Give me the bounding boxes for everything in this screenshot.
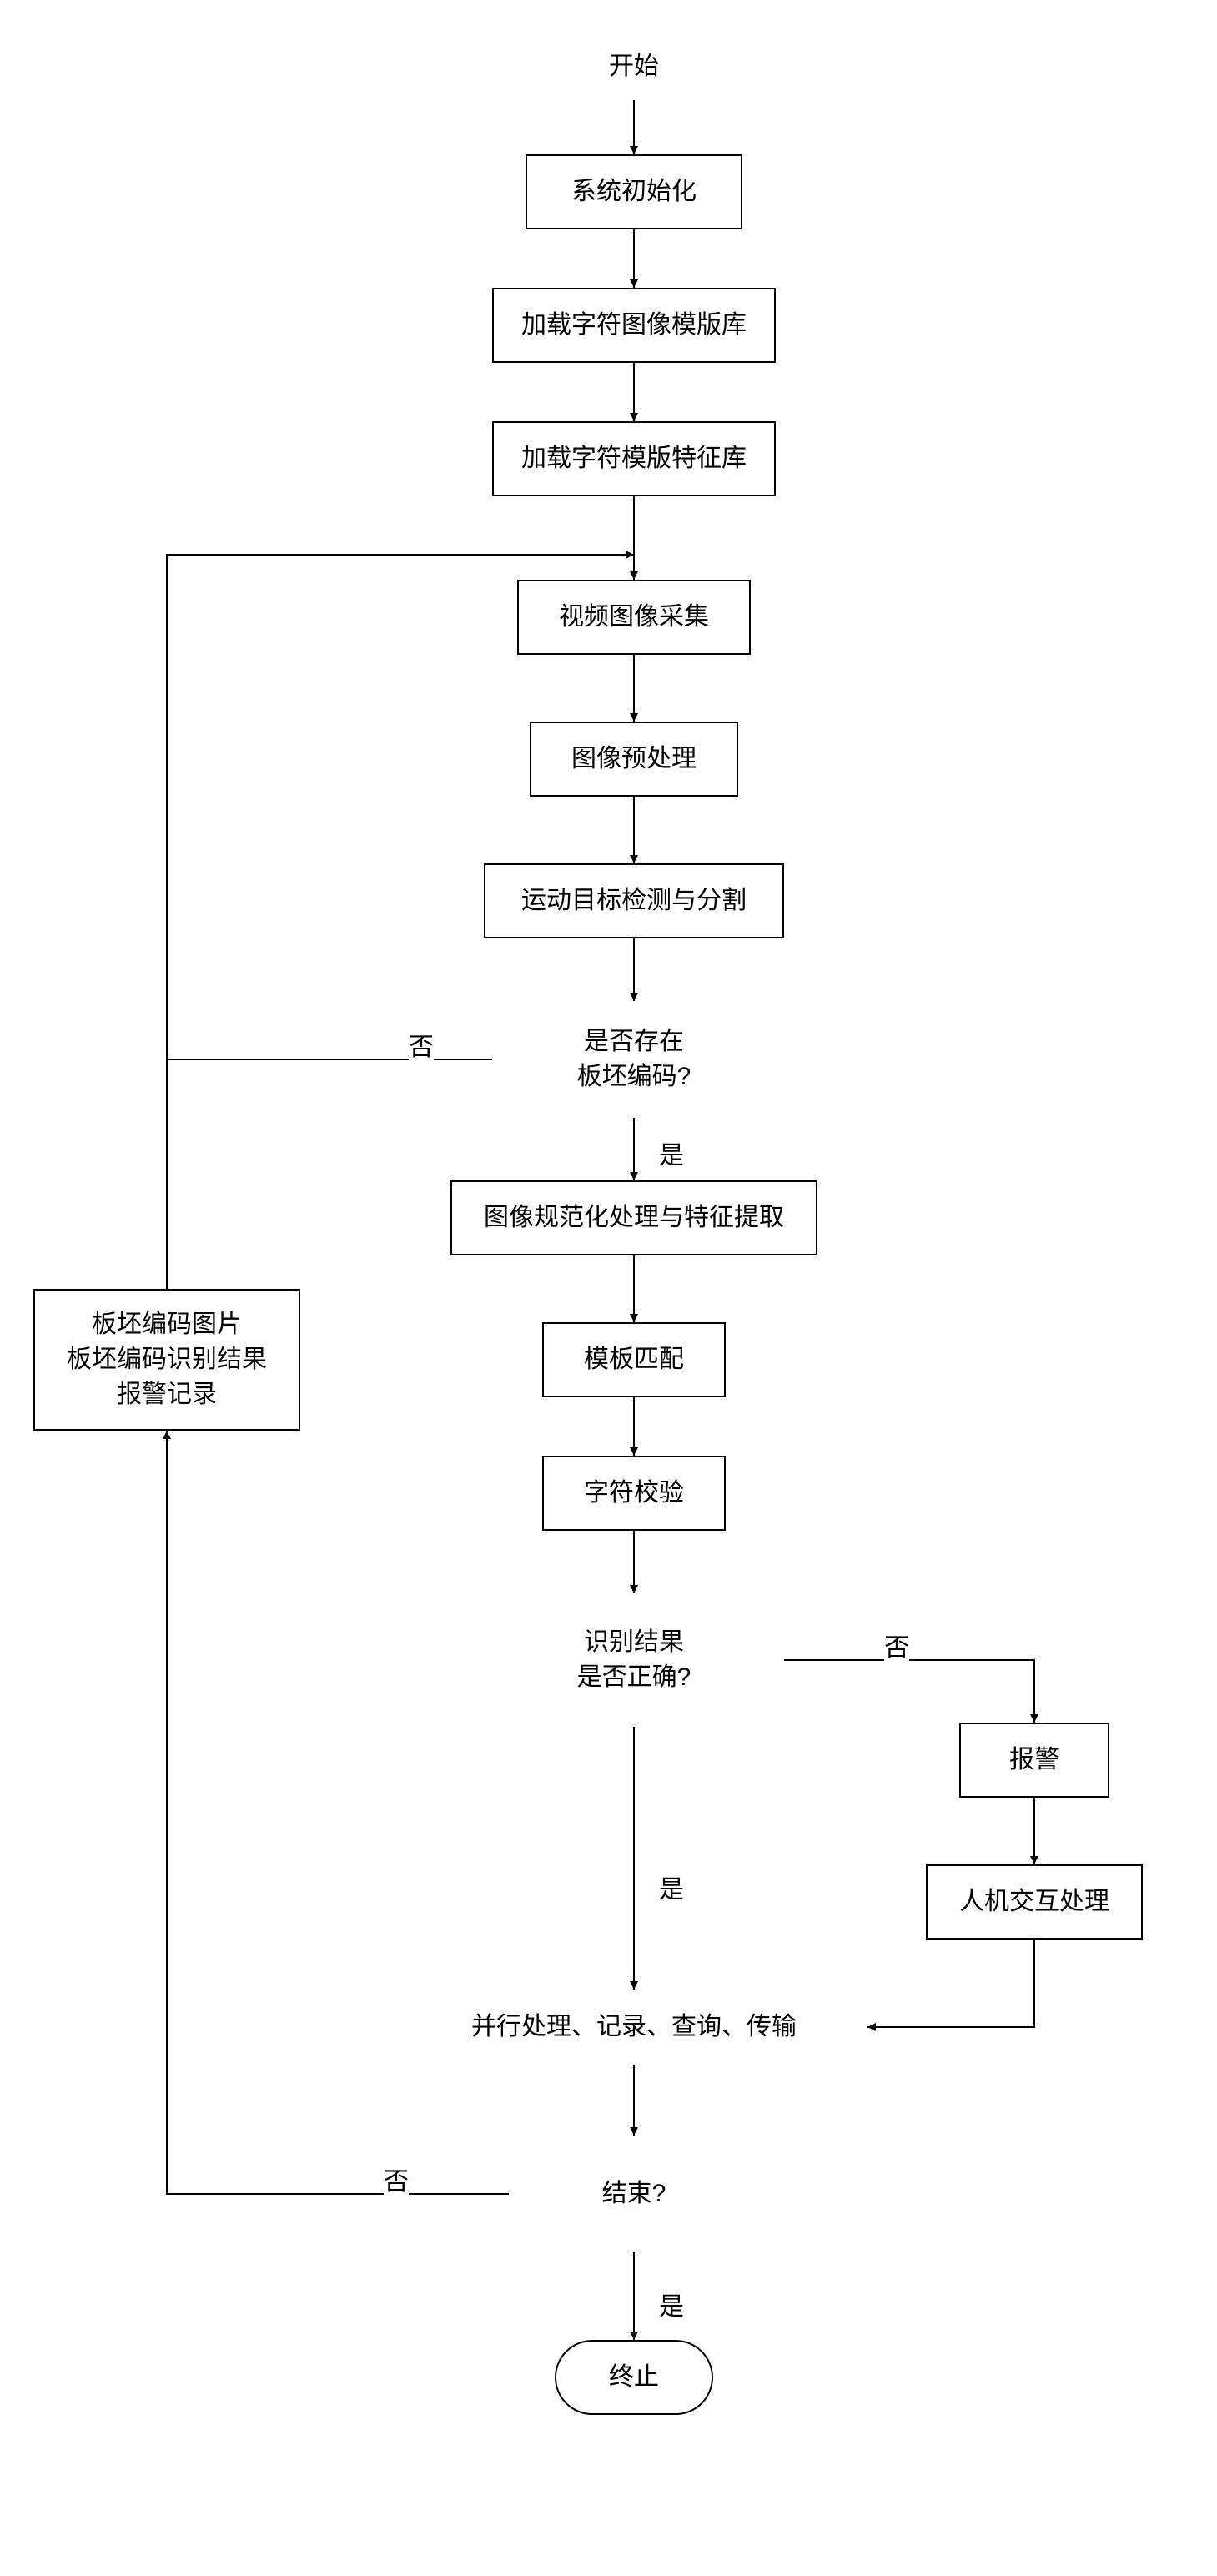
node-alarm: 报警	[959, 1723, 1109, 1798]
node-label-end_q: 结束?	[509, 2136, 759, 2252]
node-capture: 视频图像采集	[517, 580, 751, 655]
node-normalize: 图像规范化处理与特征提取	[450, 1180, 817, 1255]
node-init: 系统初始化	[526, 154, 742, 229]
flowchart-canvas: 开始系统初始化加载字符图像模版库加载字符模版特征库视频图像采集图像预处理运动目标…	[33, 33, 1184, 2543]
edge-label-hascode-normalize: 是	[659, 1135, 684, 1171]
edge-label-end_q-stop: 是	[659, 2286, 684, 2322]
node-label-start: 开始	[563, 33, 705, 100]
node-label-hascode: 是否存在 板坯编码?	[492, 1001, 776, 1118]
node-motion: 运动目标检测与分割	[484, 863, 784, 938]
node-sidebox: 板坯编码图片 板坯编码识别结果 报警记录	[33, 1289, 300, 1431]
edge-label-correct-alarm: 否	[884, 1627, 909, 1663]
edge-label-hascode-join_top: 否	[409, 1026, 434, 1063]
node-verify: 字符校验	[542, 1456, 726, 1531]
node-label-parallel: 并行处理、记录、查询、传输	[400, 1990, 867, 2065]
node-preproc: 图像预处理	[530, 722, 738, 797]
node-hmi: 人机交互处理	[926, 1864, 1143, 1940]
node-stop: 终止	[555, 2340, 713, 2415]
node-match: 模板匹配	[542, 1322, 726, 1397]
edge-label-end_q-sidebox: 否	[384, 2161, 409, 2197]
edge-label-correct-parallel: 是	[659, 1869, 684, 1905]
node-loadimg: 加载字符图像模版库	[492, 288, 776, 363]
node-loadfeat: 加载字符模版特征库	[492, 421, 776, 496]
node-label-correct: 识别结果 是否正确?	[484, 1593, 784, 1727]
